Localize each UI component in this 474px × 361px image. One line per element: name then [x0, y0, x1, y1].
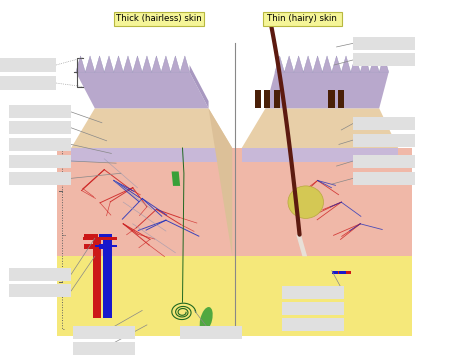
Bar: [105, 234, 112, 238]
Polygon shape: [296, 235, 307, 256]
Bar: [9, 105, 71, 118]
Bar: [99, 234, 106, 238]
Bar: [73, 342, 135, 355]
Bar: [353, 37, 415, 50]
Bar: [114, 12, 204, 26]
Bar: [93, 238, 101, 318]
Text: Thin (hairy) skin: Thin (hairy) skin: [267, 14, 337, 23]
Ellipse shape: [200, 307, 213, 332]
Bar: [274, 90, 280, 108]
Bar: [71, 148, 232, 162]
Ellipse shape: [288, 186, 323, 218]
Polygon shape: [76, 72, 209, 108]
Bar: [57, 148, 412, 256]
Bar: [337, 271, 343, 274]
Bar: [0, 58, 56, 72]
Bar: [338, 90, 344, 108]
Bar: [83, 237, 117, 240]
Bar: [91, 244, 98, 249]
Bar: [282, 318, 344, 331]
Polygon shape: [275, 56, 389, 72]
Bar: [9, 121, 71, 134]
Text: Thick (hairless) skin: Thick (hairless) skin: [116, 14, 201, 23]
Polygon shape: [242, 108, 398, 148]
Polygon shape: [71, 108, 232, 148]
Polygon shape: [209, 108, 232, 256]
Bar: [264, 12, 341, 26]
Bar: [95, 245, 117, 247]
Bar: [353, 53, 415, 66]
Bar: [9, 155, 71, 168]
Bar: [242, 148, 398, 162]
Bar: [105, 244, 112, 249]
Bar: [9, 284, 71, 297]
Bar: [255, 90, 261, 108]
Bar: [103, 238, 112, 318]
Bar: [353, 155, 415, 168]
Bar: [0, 76, 56, 90]
Polygon shape: [190, 65, 209, 108]
Bar: [353, 134, 415, 147]
Polygon shape: [172, 171, 180, 186]
Bar: [84, 234, 91, 238]
Bar: [282, 286, 344, 299]
Bar: [9, 172, 71, 185]
Polygon shape: [265, 72, 389, 108]
Bar: [353, 172, 415, 185]
Bar: [73, 326, 135, 339]
Bar: [344, 271, 351, 274]
Bar: [91, 234, 98, 238]
Bar: [9, 138, 71, 151]
Bar: [282, 302, 344, 315]
Bar: [99, 244, 106, 249]
Bar: [264, 90, 270, 108]
Bar: [353, 117, 415, 130]
Bar: [9, 268, 71, 281]
Bar: [328, 90, 335, 108]
Bar: [332, 271, 338, 274]
Bar: [339, 271, 346, 274]
Bar: [180, 326, 242, 339]
Bar: [57, 256, 412, 336]
Polygon shape: [76, 56, 190, 72]
Bar: [84, 244, 91, 249]
